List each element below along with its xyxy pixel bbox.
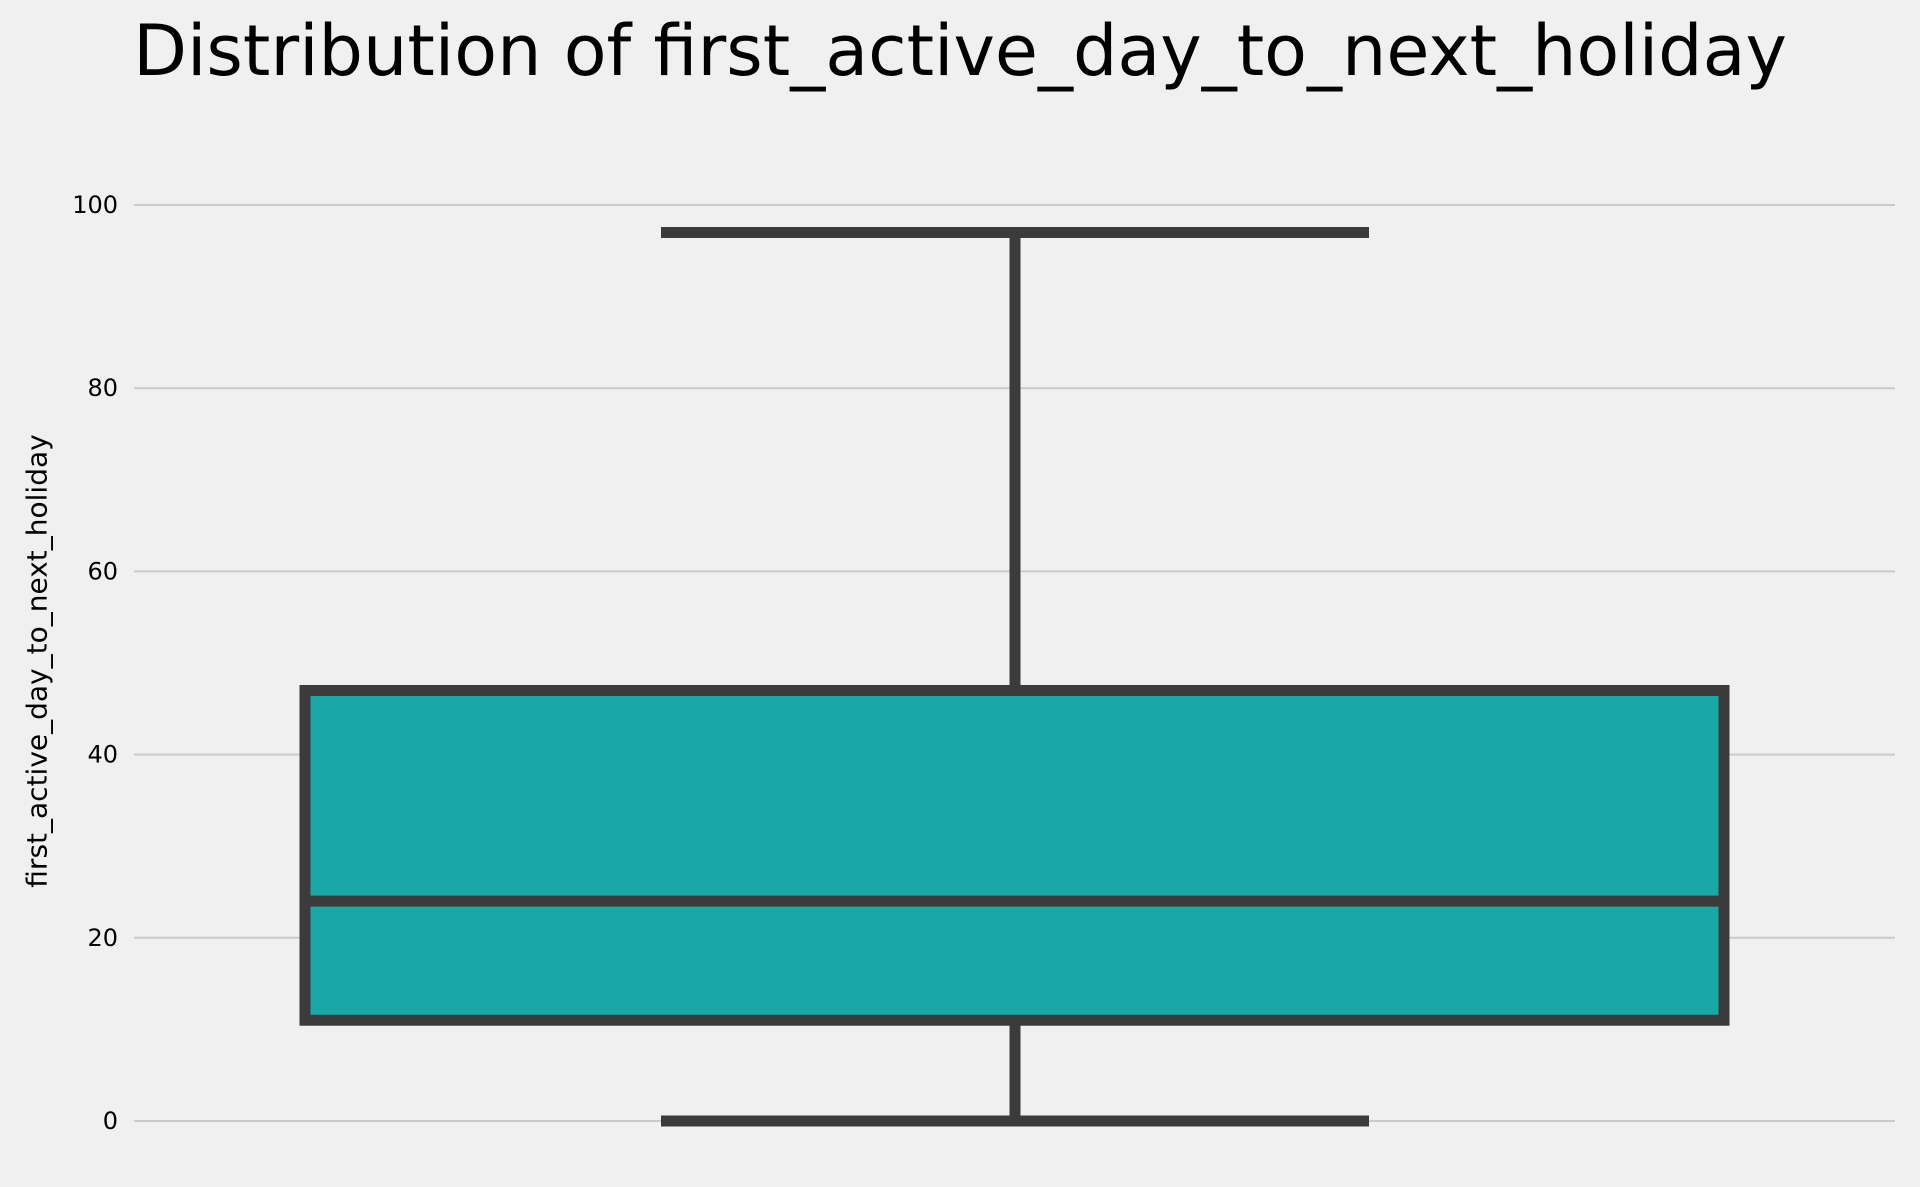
y-tick-label-100: 100 [72, 191, 118, 219]
y-tick-label-20: 20 [87, 924, 118, 952]
y-axis-label: first_active_day_to_next_holiday [20, 434, 54, 888]
box-group [299, 226, 1730, 1127]
y-tick-label-60: 60 [87, 557, 118, 585]
iqr-box [299, 684, 1730, 1026]
y-tick-label-0: 0 [103, 1107, 118, 1135]
y-tick-labels: 0 20 40 60 80 100 [72, 191, 118, 1135]
chart-title: Distribution of first_active_day_to_next… [133, 10, 1787, 92]
y-tick-label-80: 80 [87, 374, 118, 402]
y-tick-label-40: 40 [87, 741, 118, 769]
